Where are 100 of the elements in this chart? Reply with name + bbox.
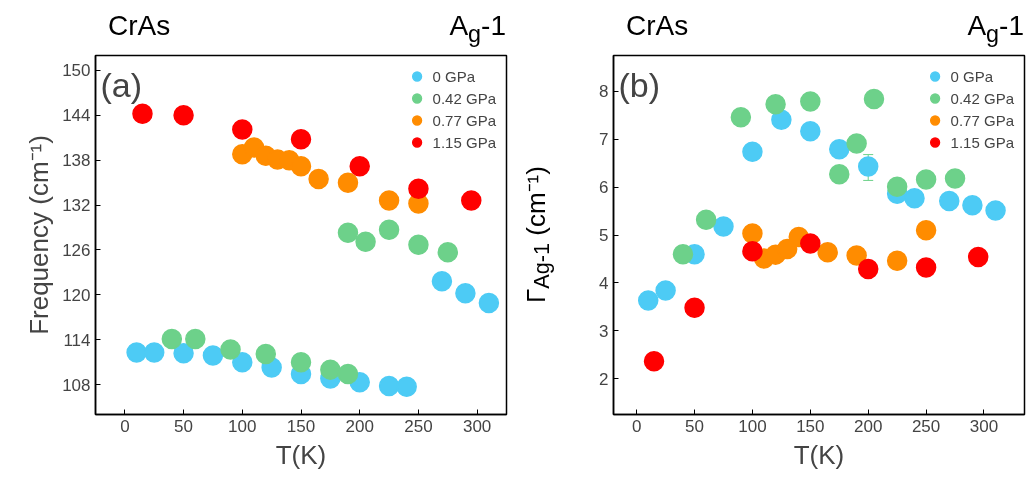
chart-title: CrAs	[108, 9, 171, 43]
point	[349, 155, 370, 177]
point	[800, 233, 821, 254]
point	[915, 257, 937, 278]
point	[161, 328, 183, 350]
point	[695, 209, 717, 230]
y-tick-label: 2	[599, 369, 609, 389]
y-tick-label: 4	[599, 273, 609, 293]
point	[185, 328, 206, 350]
x-tick-label: 0	[120, 416, 130, 436]
x-tick-label: 100	[228, 416, 257, 436]
point	[255, 343, 277, 365]
legend-label: 0.77 GPa	[950, 111, 1014, 129]
y-tick-label: 7	[599, 130, 609, 150]
x-tick-label: 250	[404, 416, 433, 436]
point	[939, 190, 960, 212]
point	[132, 103, 153, 125]
point	[857, 258, 879, 280]
point	[408, 178, 429, 199]
x-tick-label: 50	[174, 416, 194, 436]
x-tick-label: 250	[911, 416, 941, 436]
point	[202, 345, 224, 366]
annotation: (b)	[618, 65, 661, 104]
point	[967, 246, 989, 268]
point	[985, 200, 1006, 221]
y-tick-label: 8	[599, 82, 609, 102]
x-tick-label: 0	[631, 416, 642, 436]
point	[944, 168, 966, 189]
point	[290, 155, 312, 177]
point	[437, 241, 459, 263]
point	[846, 245, 867, 266]
x-axis-title: T(K)	[275, 439, 327, 470]
point	[220, 339, 241, 360]
point	[431, 271, 453, 292]
x-tick-label: 50	[685, 416, 705, 436]
y-tick-label: 132	[62, 196, 91, 216]
point	[173, 105, 194, 126]
legend-label: 1.15 GPa	[432, 133, 496, 151]
point	[461, 190, 482, 211]
legend-label: 0.42 GPa	[432, 89, 496, 107]
point	[886, 176, 908, 197]
point	[232, 351, 253, 373]
x-axis-title: T(K)	[793, 439, 845, 470]
point	[800, 120, 821, 142]
y-tick-label: 6	[599, 178, 609, 198]
point	[817, 242, 838, 263]
legend-label: 0 GPa	[432, 67, 476, 85]
x-tick-label: 150	[286, 416, 316, 436]
point	[742, 223, 763, 244]
point	[637, 290, 659, 311]
legend-label: 0 GPa	[950, 67, 994, 85]
y-tick-label: 3	[599, 321, 609, 341]
point	[829, 163, 850, 185]
point	[290, 129, 312, 150]
point	[455, 283, 476, 304]
point	[730, 107, 752, 128]
point	[408, 234, 429, 255]
legend-label: 0.42 GPa	[950, 89, 1014, 107]
point	[857, 156, 879, 177]
chart-subtitle: A$_{g}$-1	[967, 9, 1024, 49]
point	[886, 250, 908, 272]
point	[337, 222, 359, 243]
legend-label: 0.77 GPa	[432, 111, 496, 129]
point	[904, 187, 925, 209]
point	[672, 243, 694, 265]
point	[684, 297, 705, 318]
x-tick-label: 300	[462, 416, 492, 436]
point	[915, 169, 937, 190]
y-tick-label: 150	[62, 61, 91, 81]
point	[742, 141, 763, 162]
point	[378, 375, 400, 397]
y-tick-label: 120	[62, 285, 91, 305]
point	[337, 172, 359, 193]
y-axis-title: Frequency (cm⁻¹)	[24, 135, 55, 335]
point	[962, 195, 983, 216]
x-tick-label: 100	[738, 416, 767, 436]
annotation: (a)	[100, 65, 143, 104]
point	[713, 216, 734, 237]
point	[478, 292, 500, 314]
point	[915, 219, 937, 241]
point	[378, 190, 400, 211]
point	[232, 119, 253, 140]
point	[846, 133, 867, 154]
x-tick-label: 200	[854, 416, 883, 436]
y-tick-label: 114	[63, 330, 91, 350]
point	[173, 342, 194, 364]
y-tick-label: 144	[62, 106, 91, 126]
point	[643, 351, 665, 372]
point	[742, 241, 763, 262]
point	[355, 231, 376, 252]
chart-title: CrAs	[626, 9, 689, 43]
point	[863, 88, 885, 110]
chart-subtitle: A$_{g}$-1	[449, 9, 506, 49]
point	[829, 139, 850, 160]
legend-label: 1.15 GPa	[950, 133, 1014, 151]
point	[765, 94, 786, 115]
point	[655, 280, 676, 301]
y-tick-label: 108	[62, 375, 91, 395]
point	[396, 376, 417, 398]
x-tick-label: 300	[969, 416, 999, 436]
